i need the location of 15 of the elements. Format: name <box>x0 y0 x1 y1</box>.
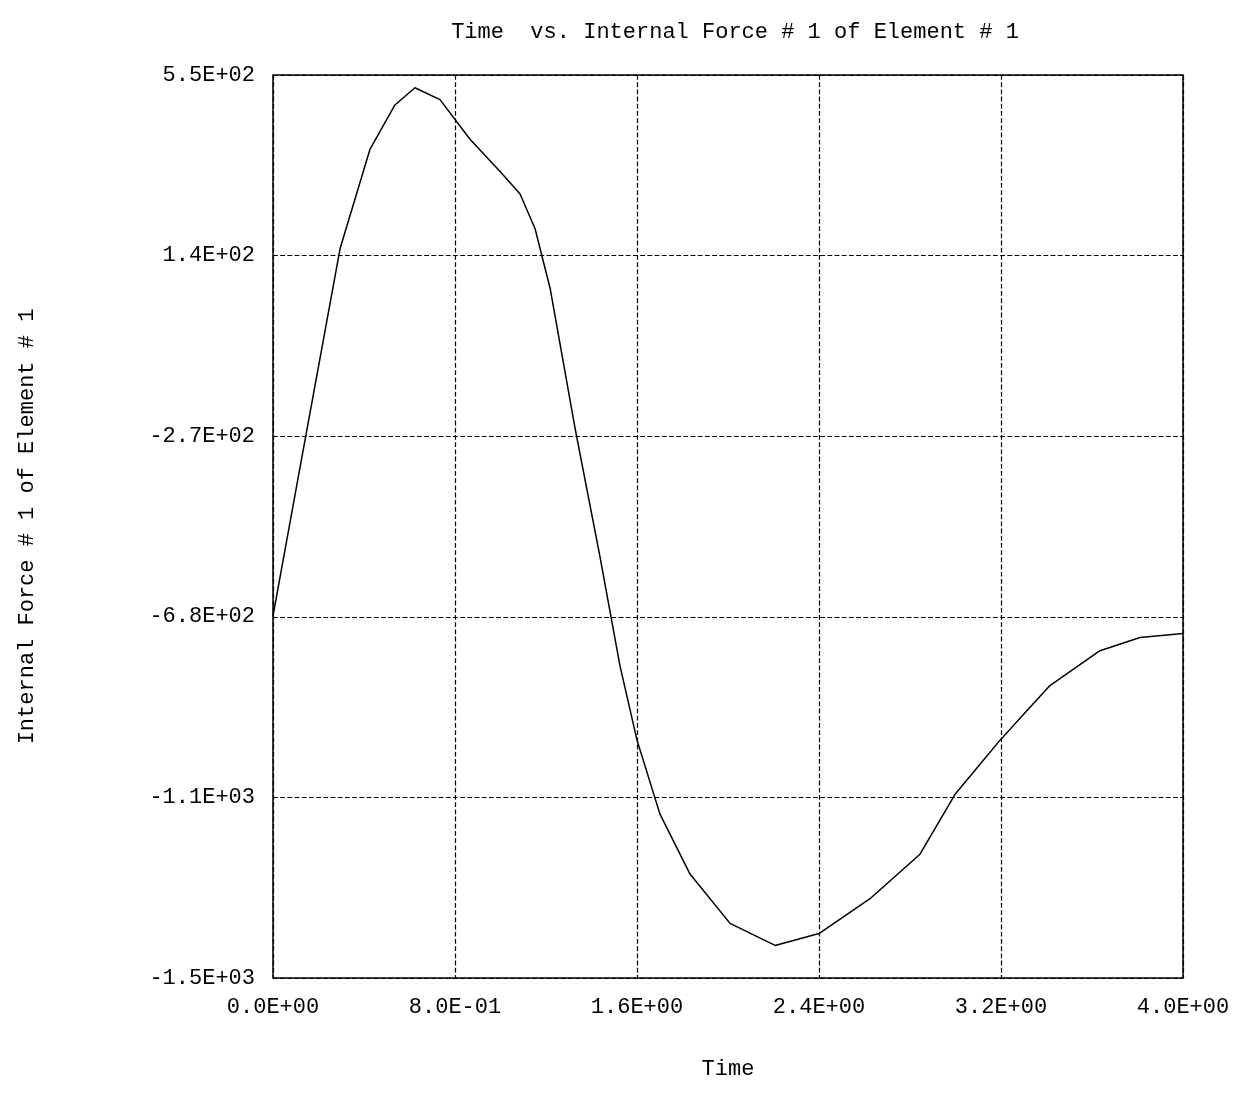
chart-title: Time vs. Internal Force # 1 of Element # 1 <box>451 19 1019 45</box>
y-tick-label: 1.4E+02 <box>162 243 255 269</box>
x-tick-label: 2.4E+00 <box>772 994 866 1020</box>
y-tick-label: -1.1E+03 <box>149 784 255 810</box>
y-tick-label: 5.5E+02 <box>162 62 255 88</box>
x-tick-label: 4.0E+00 <box>1136 994 1230 1020</box>
x-axis-title: Time <box>701 1056 755 1082</box>
x-tick-label: 0.0E+00 <box>226 994 320 1020</box>
y-tick-label: -2.7E+02 <box>149 423 255 449</box>
y-tick-label: -1.5E+03 <box>149 965 255 991</box>
y-tick-label: -6.8E+02 <box>149 604 255 630</box>
x-tick-label: 8.0E-01 <box>408 994 502 1020</box>
x-tick-label: 1.6E+00 <box>590 994 684 1020</box>
y-axis-title: Internal Force # 1 of Element # 1 <box>14 308 40 745</box>
x-tick-label: 3.2E+00 <box>954 994 1048 1020</box>
